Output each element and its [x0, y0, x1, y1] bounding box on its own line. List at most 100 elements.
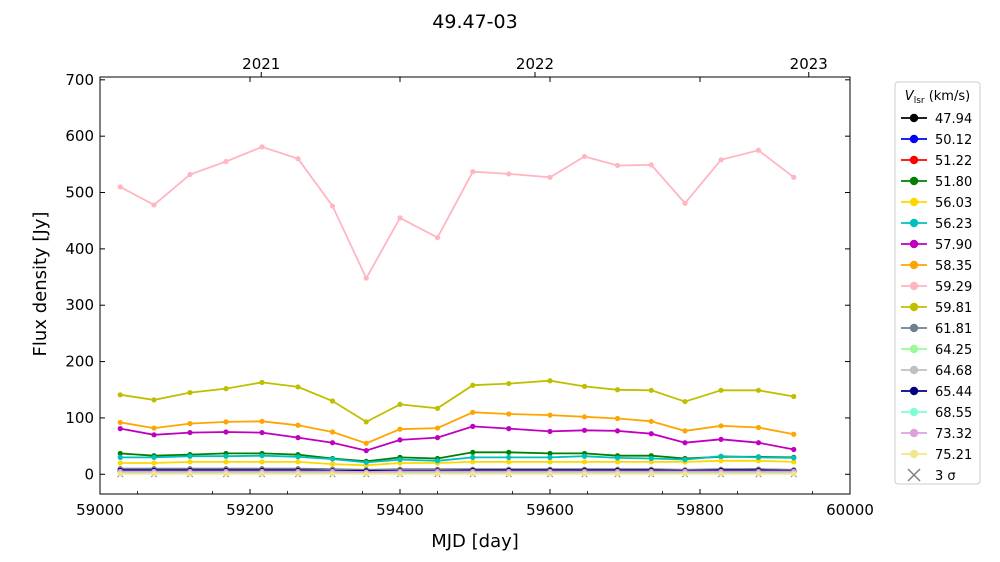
data-point	[187, 389, 193, 396]
data-point	[223, 471, 229, 477]
data-point	[718, 458, 724, 464]
data-point	[581, 383, 588, 389]
data-point	[791, 459, 797, 465]
data-point	[614, 428, 621, 434]
legend-label: 47.94	[935, 112, 972, 127]
data-point	[295, 454, 301, 460]
data-point	[682, 398, 688, 405]
legend-label: 73.32	[935, 427, 972, 442]
data-point	[791, 393, 797, 400]
data-point	[363, 471, 369, 477]
legend-swatch-marker	[909, 197, 919, 207]
series-line	[120, 379, 794, 423]
y-tick-label: 600	[65, 127, 94, 145]
data-point	[295, 471, 301, 477]
chart-title: 49.47-03	[432, 11, 517, 33]
data-point	[295, 422, 301, 428]
legend-label: 50.12	[935, 133, 972, 148]
legend-entry: 73.32	[901, 427, 972, 442]
legend-title: Vlsr (km/s)	[905, 89, 970, 106]
legend-entry: 56.03	[901, 196, 972, 211]
data-point	[151, 397, 157, 403]
data-point	[547, 454, 553, 460]
axes-layer: 59000 59200 59400 59600 59800 60000 0 100 200 300…	[65, 55, 874, 519]
data-point	[397, 457, 403, 463]
legend-swatch-marker	[909, 218, 919, 228]
legend-label: 61.81	[935, 322, 972, 337]
data-point	[755, 440, 762, 446]
data-point	[682, 440, 688, 446]
data-point	[434, 405, 441, 411]
legend-entry: 56.23	[901, 217, 972, 232]
legend-swatch-marker	[909, 113, 919, 123]
data-point	[223, 158, 229, 165]
data-point	[506, 471, 512, 477]
data-point	[648, 418, 654, 424]
legend-swatch-marker	[909, 365, 919, 375]
data-point	[614, 459, 621, 465]
data-point	[547, 174, 553, 180]
data-point	[718, 471, 724, 477]
data-point	[470, 382, 476, 388]
plot-frame	[99, 76, 851, 495]
series-line	[120, 454, 794, 464]
y-tick-label: 100	[65, 409, 94, 427]
legend-label: 64.68	[935, 364, 972, 379]
series-line	[120, 470, 794, 473]
legend-label: 65.44	[935, 385, 972, 400]
data-point	[682, 428, 688, 434]
legend-entry: 47.94	[901, 112, 972, 127]
data-point	[470, 454, 476, 460]
legend-label: 68.55	[935, 406, 972, 421]
top-year-label: 2023	[790, 55, 828, 73]
data-point	[117, 450, 123, 457]
data-point	[581, 414, 588, 420]
data-point	[470, 423, 476, 429]
series-59-29	[117, 144, 797, 281]
data-point	[581, 471, 588, 477]
legend-label: 58.35	[935, 259, 972, 274]
data-point	[223, 386, 229, 392]
data-point	[506, 454, 512, 460]
data-point	[329, 456, 336, 462]
data-point	[117, 184, 123, 190]
y-axis-label: Flux density [Jy]	[30, 212, 51, 357]
data-point	[117, 419, 123, 426]
data-point	[547, 450, 553, 457]
data-point	[117, 426, 123, 432]
y-tick-label: 0	[84, 465, 94, 483]
data-point	[547, 378, 553, 384]
data-point	[614, 455, 621, 461]
legend-entry: 50.12	[901, 133, 972, 148]
series-56-23	[117, 453, 797, 466]
data-point	[506, 411, 512, 417]
data-point	[363, 419, 369, 425]
data-point	[187, 459, 193, 465]
data-point	[506, 380, 512, 387]
data-point	[151, 432, 157, 438]
data-point	[223, 429, 229, 435]
legend-swatch-marker	[909, 260, 919, 270]
legend-swatch-marker	[909, 386, 919, 396]
data-point	[718, 387, 724, 393]
legend-label: 59.29	[935, 280, 972, 295]
data-point	[614, 162, 621, 169]
data-point	[470, 449, 476, 455]
data-point	[506, 459, 512, 465]
legend-label: 57.90	[935, 238, 972, 253]
data-point	[259, 144, 265, 150]
x-tick-label: 59800	[676, 501, 724, 519]
legend-label: 64.25	[935, 343, 972, 358]
data-point	[397, 471, 403, 477]
series-line	[120, 467, 794, 471]
series-line	[120, 451, 794, 463]
data-point	[434, 471, 441, 477]
data-point	[223, 459, 229, 465]
data-point	[259, 429, 265, 436]
x-tick-label: 60000	[826, 501, 874, 519]
series-59-81	[117, 378, 797, 425]
data-point	[718, 423, 724, 429]
data-point	[547, 471, 553, 477]
legend-swatch-marker	[909, 281, 919, 291]
data-point	[581, 453, 588, 459]
